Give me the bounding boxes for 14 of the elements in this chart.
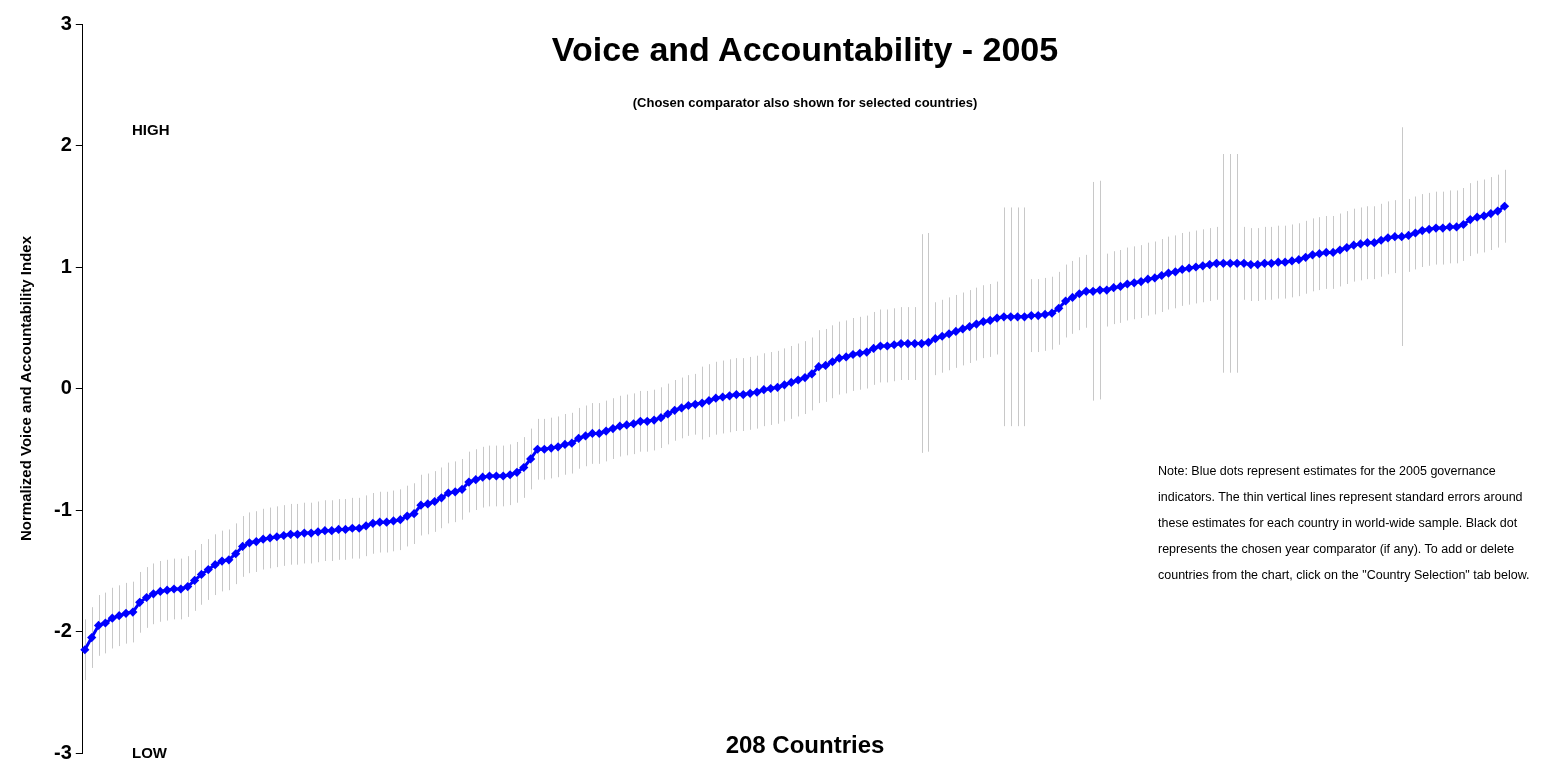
annotation: HIGH (132, 121, 170, 139)
annotation: LOW (132, 744, 168, 762)
y-tick-label: -1 (53, 497, 72, 520)
y-tick-label: -2 (53, 619, 72, 642)
y-tick-label: -3 (53, 740, 72, 763)
x-axis-title: 208 Countries (725, 730, 885, 758)
y-tick-label: 1 (60, 254, 72, 277)
y-tick-label: 3 (60, 11, 72, 34)
y-axis-title: Normalized Voice and Accountability Index (17, 235, 35, 542)
text: (Chosen comparator also shown for selected countries) (632, 94, 978, 110)
y-tick-label: 0 (60, 376, 72, 399)
y-tick-label: 2 (60, 133, 72, 156)
annotation: Note: Blue dots represent estimates for the 2005 governance indicators. The thin vertical lines represent standard errors around these estimates for each country in world-wide sample. Black dot represents the chosen year comparator (if any). To add or delete countries from the chart, click on the "Country Selection" tab below. (1158, 464, 1530, 583)
chart-title: Voice and Accountability - 2005 (551, 30, 1059, 69)
